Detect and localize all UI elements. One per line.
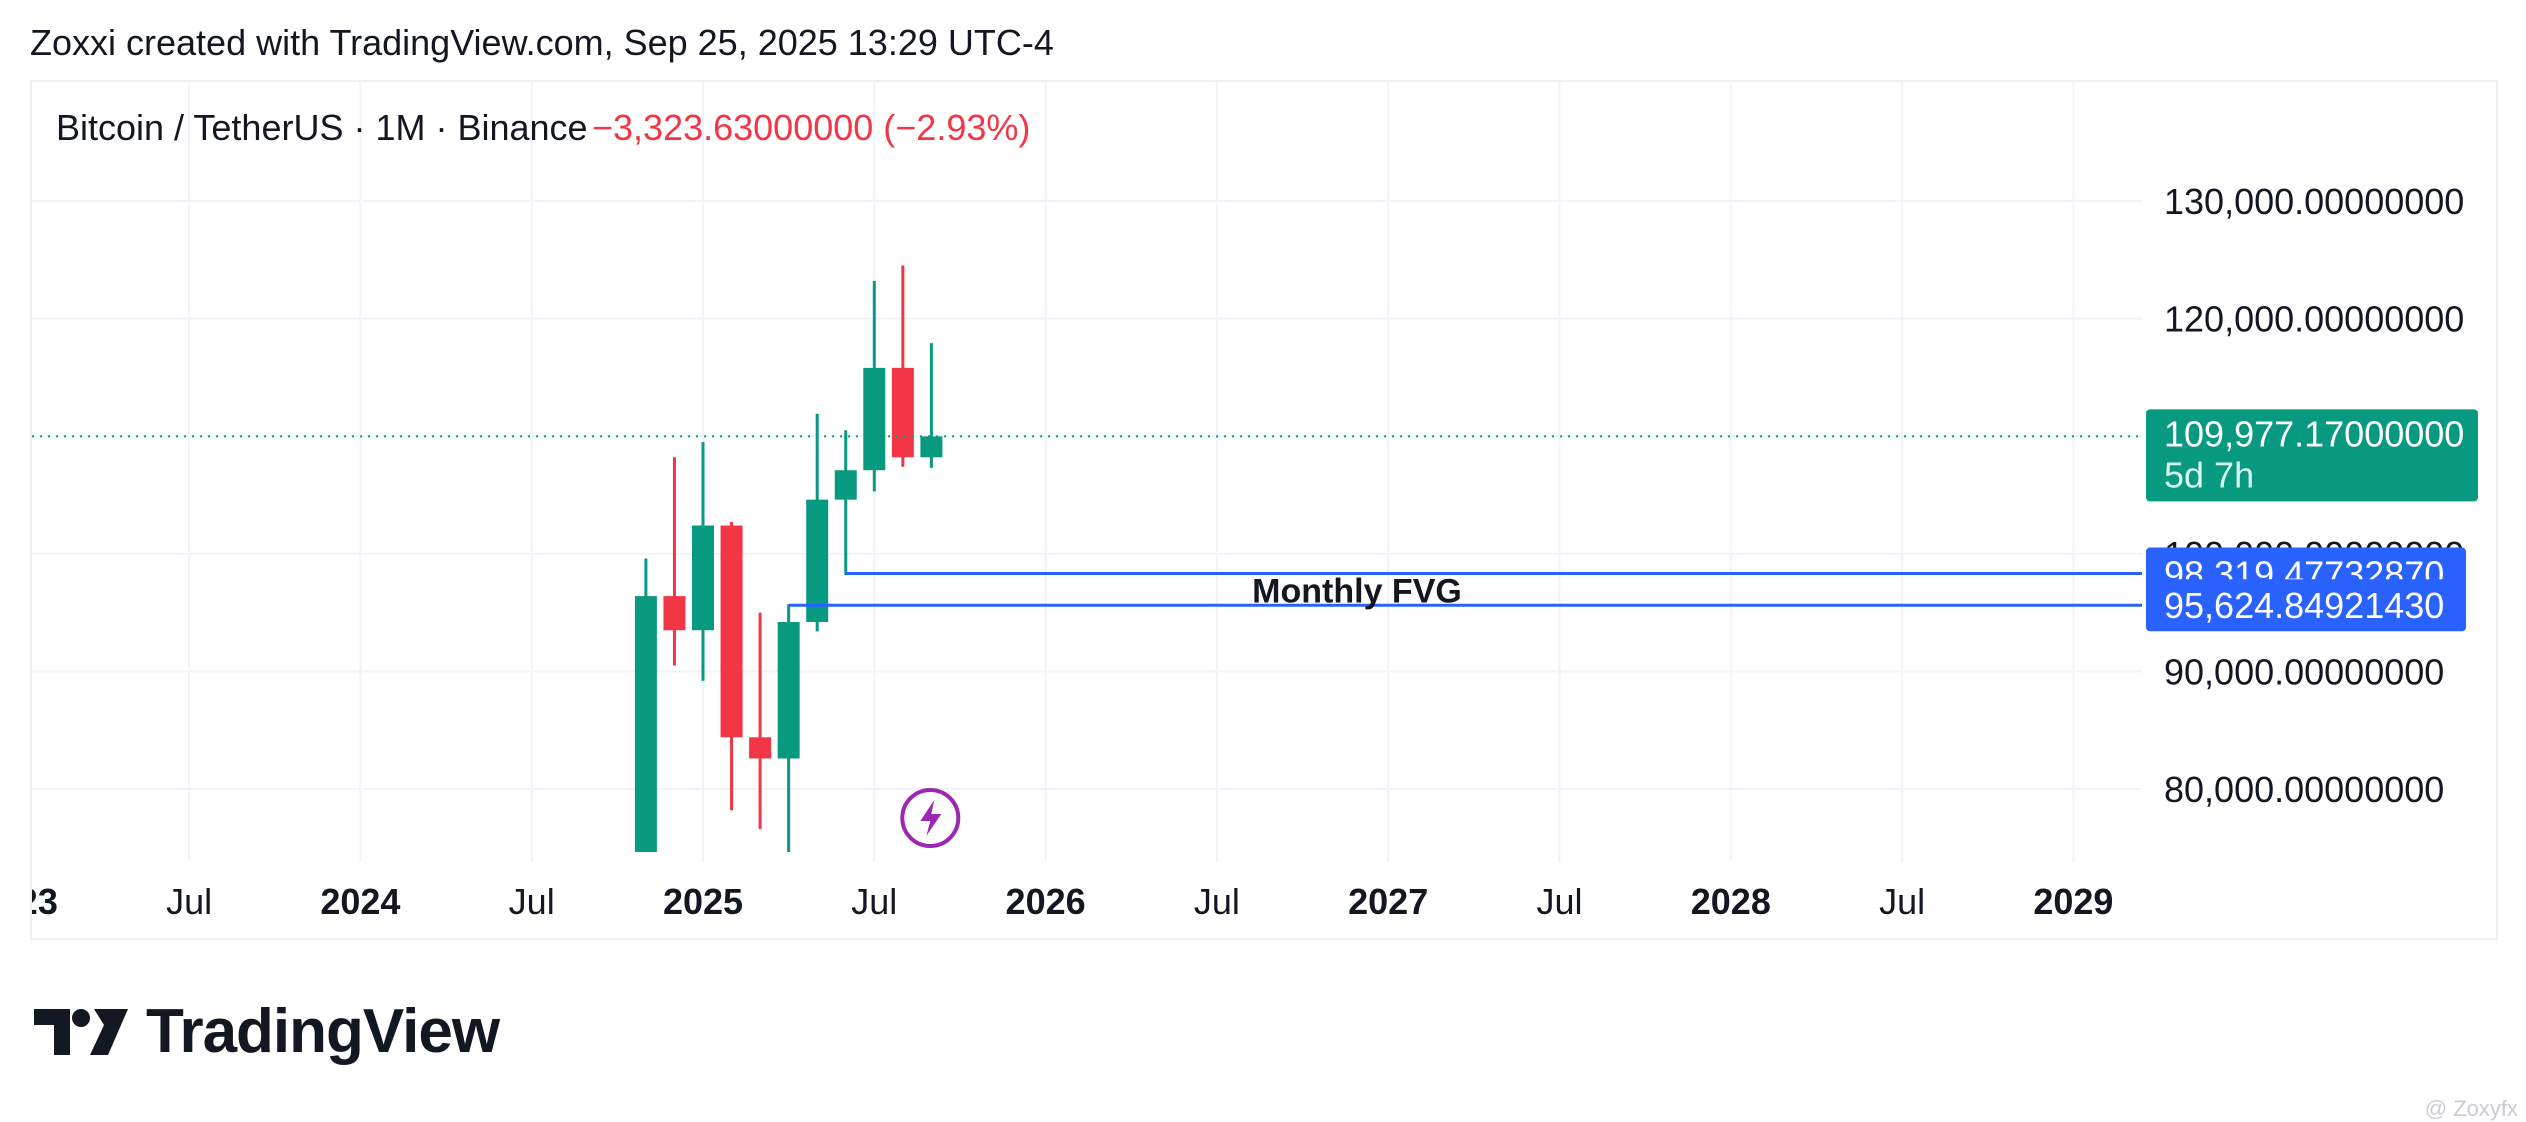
- candle: [806, 413, 829, 632]
- price-axis-label: 80,000.00000000: [2164, 769, 2444, 810]
- time-axis-label: Jul: [509, 881, 555, 922]
- author-watermark: @ Zoxyfx: [2424, 1096, 2518, 1121]
- chart-pane[interactable]: Monthly FVG 130,000.00000000 120,000.0000…: [30, 80, 2498, 940]
- candle-body: [834, 470, 857, 500]
- time-axis-label: Jul: [851, 881, 897, 922]
- lightning-icon[interactable]: [900, 788, 961, 848]
- tradingview-wordmark: TradingView: [146, 997, 500, 1066]
- time-axis-label: 2028: [1691, 881, 1771, 922]
- grid: [32, 82, 2142, 862]
- candle: [920, 343, 943, 468]
- time-axis-label: 2027: [1348, 881, 1428, 922]
- tradingview-logo-icon: [34, 1008, 128, 1055]
- drawings: Monthly FVG: [32, 435, 2142, 848]
- candle: [634, 558, 657, 852]
- time-axis-label: 2024: [320, 881, 400, 922]
- candle-body: [920, 436, 943, 458]
- last-price-badge-bg: [2146, 409, 2478, 502]
- candle: [663, 457, 686, 666]
- candle-body: [863, 367, 886, 471]
- time-axis[interactable]: 2023 Jul 2024 Jul 2025 Jul 2026 Jul 2027 Jul 2028 J…: [32, 881, 2113, 922]
- symbol-name: Bitcoin / TetherUS · 1M · Binance: [56, 107, 588, 148]
- candle: [777, 604, 800, 852]
- fvg-lower-badge-label: 95,624.84921430: [2164, 585, 2444, 626]
- lightning-bolt: [920, 800, 942, 836]
- price-axis-label: 90,000.00000000: [2164, 651, 2444, 692]
- fvg-lower-badge[interactable]: 95,624.84921430: [2146, 579, 2466, 632]
- candles: [634, 265, 943, 852]
- last-price-value: 109,977.17000000: [2164, 413, 2464, 454]
- time-axis-label: 2029: [2033, 881, 2113, 922]
- candle-body: [777, 622, 800, 759]
- last-price-countdown: 5d 7h: [2164, 454, 2254, 495]
- time-axis-label: Jul: [166, 881, 212, 922]
- time-axis-label: Jul: [1879, 881, 1925, 922]
- candle-body: [692, 525, 714, 631]
- candle-body: [749, 737, 772, 759]
- candle: [692, 442, 714, 681]
- candle: [891, 265, 914, 467]
- symbol-change: −3,323.63000000 (−2.93%): [592, 107, 1030, 148]
- candle: [863, 280, 886, 492]
- candle-body: [891, 367, 914, 458]
- time-axis-label: 2026: [1006, 881, 1086, 922]
- candle-body: [634, 596, 657, 852]
- candle-body: [663, 596, 686, 631]
- time-axis-label: Jul: [1194, 881, 1240, 922]
- price-axis-label: 120,000.00000000: [2164, 298, 2464, 339]
- candle: [749, 612, 772, 830]
- candlestick-chart[interactable]: Monthly FVG 130,000.00000000 120,000.0000…: [32, 82, 2500, 942]
- price-axis-label: 130,000.00000000: [2164, 181, 2464, 222]
- price-axis[interactable]: 130,000.00000000120,000.00000000110,000.…: [2146, 181, 2478, 810]
- candle: [834, 430, 857, 575]
- snapshot-header: Zoxxi created with TradingView.com, Sep …: [30, 22, 1054, 63]
- fvg-label[interactable]: Monthly FVG: [1252, 572, 1462, 610]
- time-axis-label: 2025: [663, 881, 743, 922]
- candle: [720, 522, 743, 811]
- tradingview-logo[interactable]: TradingView: [34, 996, 500, 1067]
- symbol-legend: Bitcoin / TetherUS · 1M · Binance −3,323…: [56, 107, 1030, 148]
- fvg-lower-badge-bg: [2146, 579, 2466, 632]
- candle-body: [806, 499, 829, 622]
- time-axis-label: 2023: [32, 881, 58, 922]
- time-axis-label: Jul: [1536, 881, 1582, 922]
- candle-body: [720, 525, 743, 738]
